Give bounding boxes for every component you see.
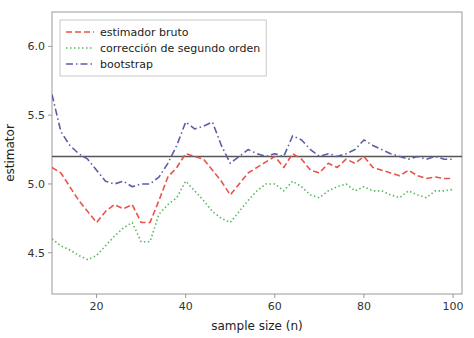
- series-line: [52, 181, 453, 259]
- x-axis-label: sample size (n): [211, 319, 303, 333]
- y-tick-label: 5.5: [28, 109, 46, 122]
- y-tick-label: 4.5: [28, 247, 46, 260]
- x-tick-label: 100: [443, 300, 464, 313]
- legend-label: corrección de segundo orden: [100, 42, 260, 55]
- x-tick: [96, 294, 97, 298]
- y-tick-label: 6.0: [28, 40, 46, 53]
- series-line: [52, 154, 453, 223]
- y-axis-label: estimator: [3, 124, 17, 182]
- x-tick-label: 20: [90, 300, 104, 313]
- legend-box: [60, 20, 266, 76]
- legend-swatch: [66, 31, 94, 33]
- x-tick-label: 60: [268, 300, 282, 313]
- x-tick-label: 40: [179, 300, 193, 313]
- legend: estimador bruto corrección de segundo ord…: [60, 20, 266, 76]
- y-tick: [48, 46, 52, 47]
- axes: 20 40 60 80 100 4.5 5.0 5.5 6.0: [28, 40, 464, 313]
- plot-frame: [52, 12, 462, 294]
- legend-swatch: [66, 63, 94, 65]
- plot-area: [52, 95, 462, 260]
- x-tick-label: 80: [357, 300, 371, 313]
- legend-swatch: [66, 47, 94, 49]
- x-tick: [363, 294, 364, 298]
- x-tick: [185, 294, 186, 298]
- y-tick: [48, 183, 52, 184]
- chart: 20 40 60 80 100 4.5 5.0 5.5 6.0 sample size (n) es…: [0, 0, 474, 338]
- x-tick: [453, 294, 454, 298]
- series-line: [52, 95, 453, 187]
- y-tick-label: 5.0: [28, 178, 46, 191]
- x-tick: [274, 294, 275, 298]
- y-tick: [48, 115, 52, 116]
- y-tick: [48, 252, 52, 253]
- legend-label: bootstrap: [100, 58, 153, 71]
- legend-label: estimador bruto: [100, 26, 189, 39]
